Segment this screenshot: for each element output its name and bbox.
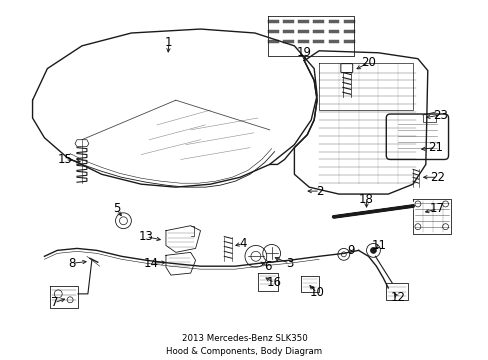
Text: 9: 9 bbox=[346, 244, 354, 257]
Text: 7: 7 bbox=[50, 296, 58, 309]
Text: 8: 8 bbox=[68, 257, 76, 270]
Text: 3: 3 bbox=[285, 257, 292, 270]
Text: 16: 16 bbox=[266, 276, 282, 289]
Text: 18: 18 bbox=[358, 193, 373, 206]
Text: 10: 10 bbox=[309, 286, 324, 300]
Text: 15: 15 bbox=[58, 153, 72, 166]
Text: 13: 13 bbox=[139, 230, 153, 243]
Text: 5: 5 bbox=[113, 202, 120, 215]
Text: 21: 21 bbox=[427, 141, 442, 154]
Text: 4: 4 bbox=[239, 237, 246, 250]
Text: 6: 6 bbox=[264, 260, 271, 273]
Text: 22: 22 bbox=[429, 171, 444, 184]
Text: 1: 1 bbox=[165, 36, 172, 49]
Text: 2: 2 bbox=[316, 185, 323, 198]
Text: 2013 Mercedes-Benz SLK350
Hood & Components, Body Diagram: 2013 Mercedes-Benz SLK350 Hood & Compone… bbox=[166, 334, 322, 356]
Text: 17: 17 bbox=[429, 202, 444, 215]
Text: 23: 23 bbox=[432, 108, 447, 122]
Text: 14: 14 bbox=[143, 257, 158, 270]
Text: 12: 12 bbox=[390, 291, 405, 304]
Circle shape bbox=[370, 247, 376, 253]
Text: 11: 11 bbox=[371, 239, 386, 252]
Text: 19: 19 bbox=[296, 46, 311, 59]
Text: 20: 20 bbox=[360, 56, 375, 69]
